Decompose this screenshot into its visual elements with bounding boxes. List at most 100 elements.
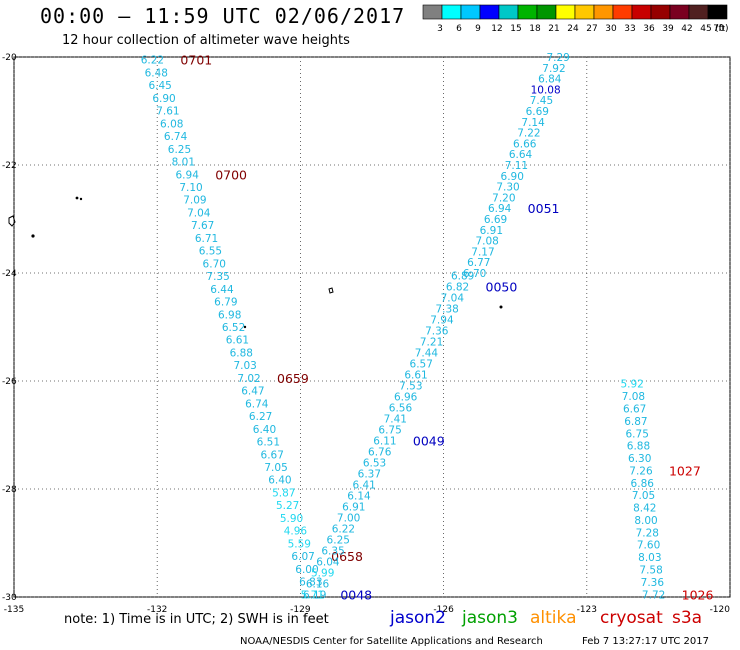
latitude-label: -28 [2,485,17,495]
wave-height-value: 7.45 [530,95,553,107]
wave-height-value: 5.59 [288,538,311,550]
wave-height-value: 6.53 [363,457,386,469]
wave-height-value: 5.99 [311,567,334,579]
wave-height-value: 7.30 [496,182,519,194]
wave-height-value: 6.40 [253,424,276,436]
footer-timestamp: Feb 7 13:27:17 UTC 2017 [582,636,709,647]
wave-height-value: 7.08 [622,391,645,403]
legend-jason3: jason3 [462,608,518,628]
color-swatch [517,4,538,20]
wave-height-value: 6.51 [257,437,280,449]
wave-height-value: 6.74 [245,398,269,410]
track-1: 6.226.486.456.907.616.086.746.258.016.94… [141,53,363,602]
map-frame [13,56,731,598]
wave-height-value: 6.69 [484,214,507,226]
wave-height-value: 6.40 [268,475,291,487]
wave-height-value: 7.00 [337,512,360,524]
wave-height-value: 6.67 [261,449,284,461]
color-swatch [631,4,652,20]
wave-height-value: 7.67 [191,220,214,232]
wave-height-value: 7.03 [233,360,256,372]
wave-height-value: 7.04 [187,207,211,219]
color-swatch [498,4,519,20]
wave-height-value: 5.87 [272,487,295,499]
wave-height-value: 5.90 [280,513,303,525]
wave-height-value: 7.21 [420,337,443,349]
color-swatch [536,4,557,20]
wave-height-value: 7.11 [505,160,528,172]
wave-height-value: 6.22 [141,55,164,67]
wave-height-value: 5.92 [620,379,643,391]
wave-height-value: 7.41 [384,414,407,426]
wave-height-value: 6.25 [327,534,350,546]
color-scale-label: 36 [643,24,655,34]
legend-altika: altika [530,608,577,628]
wave-height-value: 6.55 [199,246,222,258]
color-swatch [555,4,576,20]
wave-height-value: 6.76 [368,446,392,458]
wave-height-value: 6.91 [342,501,365,513]
wave-height-value: 7.53 [399,381,422,393]
pass-time-label: 0049 [413,433,445,448]
wave-height-value: 8.01 [172,157,195,169]
wave-height-value: 7.02 [237,373,260,385]
color-scale-label: 15 [510,24,521,34]
wave-height-value: 7.61 [156,106,179,118]
wave-height-value: 5.27 [276,500,299,512]
wave-height-value: 8.42 [633,503,656,515]
wave-height-value: 6.94 [176,169,200,181]
legend-jason2: jason2 [390,608,446,628]
pass-time-label: 0700 [215,167,247,182]
wave-height-value: 7.92 [542,63,565,75]
wave-height-value: 6.69 [526,106,549,118]
color-scale-label: 9 [475,24,481,34]
wave-height-value: 6.14 [347,490,371,502]
color-scale-label: 24 [567,24,579,34]
wave-height-value: 7.10 [179,182,202,194]
wave-height-value: 6.44 [210,284,234,296]
wave-height-value: 7.09 [183,195,206,207]
pass-time-label: 1027 [669,463,701,478]
color-swatch [441,4,462,20]
color-scale-label: 42 [681,24,692,34]
latitude-label: -20 [2,53,17,63]
wave-height-value: 6.86 [631,478,655,490]
wave-height-value: 7.36 [425,326,449,338]
pass-time-label: 0659 [277,371,309,386]
wave-height-value: 6.90 [501,171,524,183]
wave-height-value: 6.77 [467,257,490,269]
altimeter-tracks: 6.226.486.456.907.616.086.746.258.016.94… [141,52,714,602]
color-swatch [460,4,481,20]
latitude-label: -22 [2,161,17,171]
island-outline [8,215,16,227]
wave-height-value: 6.90 [152,93,175,105]
wave-height-value: 6.71 [195,233,218,245]
wave-height-value: 6.25 [168,144,191,156]
color-scale-label: 70 [713,24,725,34]
pass-time-label: 0050 [486,280,518,295]
color-scale-label: 30 [605,24,617,34]
wave-height-value: 6.88 [230,347,253,359]
wave-height-value: 7.28 [636,527,659,539]
page-subtitle: 12 hour collection of altimeter wave hei… [62,33,350,48]
island-dot [79,197,83,201]
wave-height-value: 7.58 [639,565,662,577]
wave-height-value: 6.91 [480,225,503,237]
wave-height-value: 8.03 [638,552,661,564]
wave-height-value: 7.72 [642,589,665,601]
color-swatch [650,4,671,20]
wave-height-value: 6.57 [410,359,433,371]
color-swatch [479,4,500,20]
wave-height-value: 6.96 [394,392,418,404]
wave-height-value: 6.75 [378,425,401,437]
wave-height-value: 6.00 [295,564,318,576]
color-scale-label: 39 [662,24,674,34]
wave-height-value: 6.11 [373,435,396,447]
wave-height-value: 6.22 [332,523,355,535]
wave-height-value: 6.83 [299,577,322,589]
color-scale-label: 12 [491,24,502,34]
longitude-label: -132 [147,605,167,615]
wave-height-value: 6.37 [358,468,381,480]
wave-height-value: 6.08 [160,118,183,130]
